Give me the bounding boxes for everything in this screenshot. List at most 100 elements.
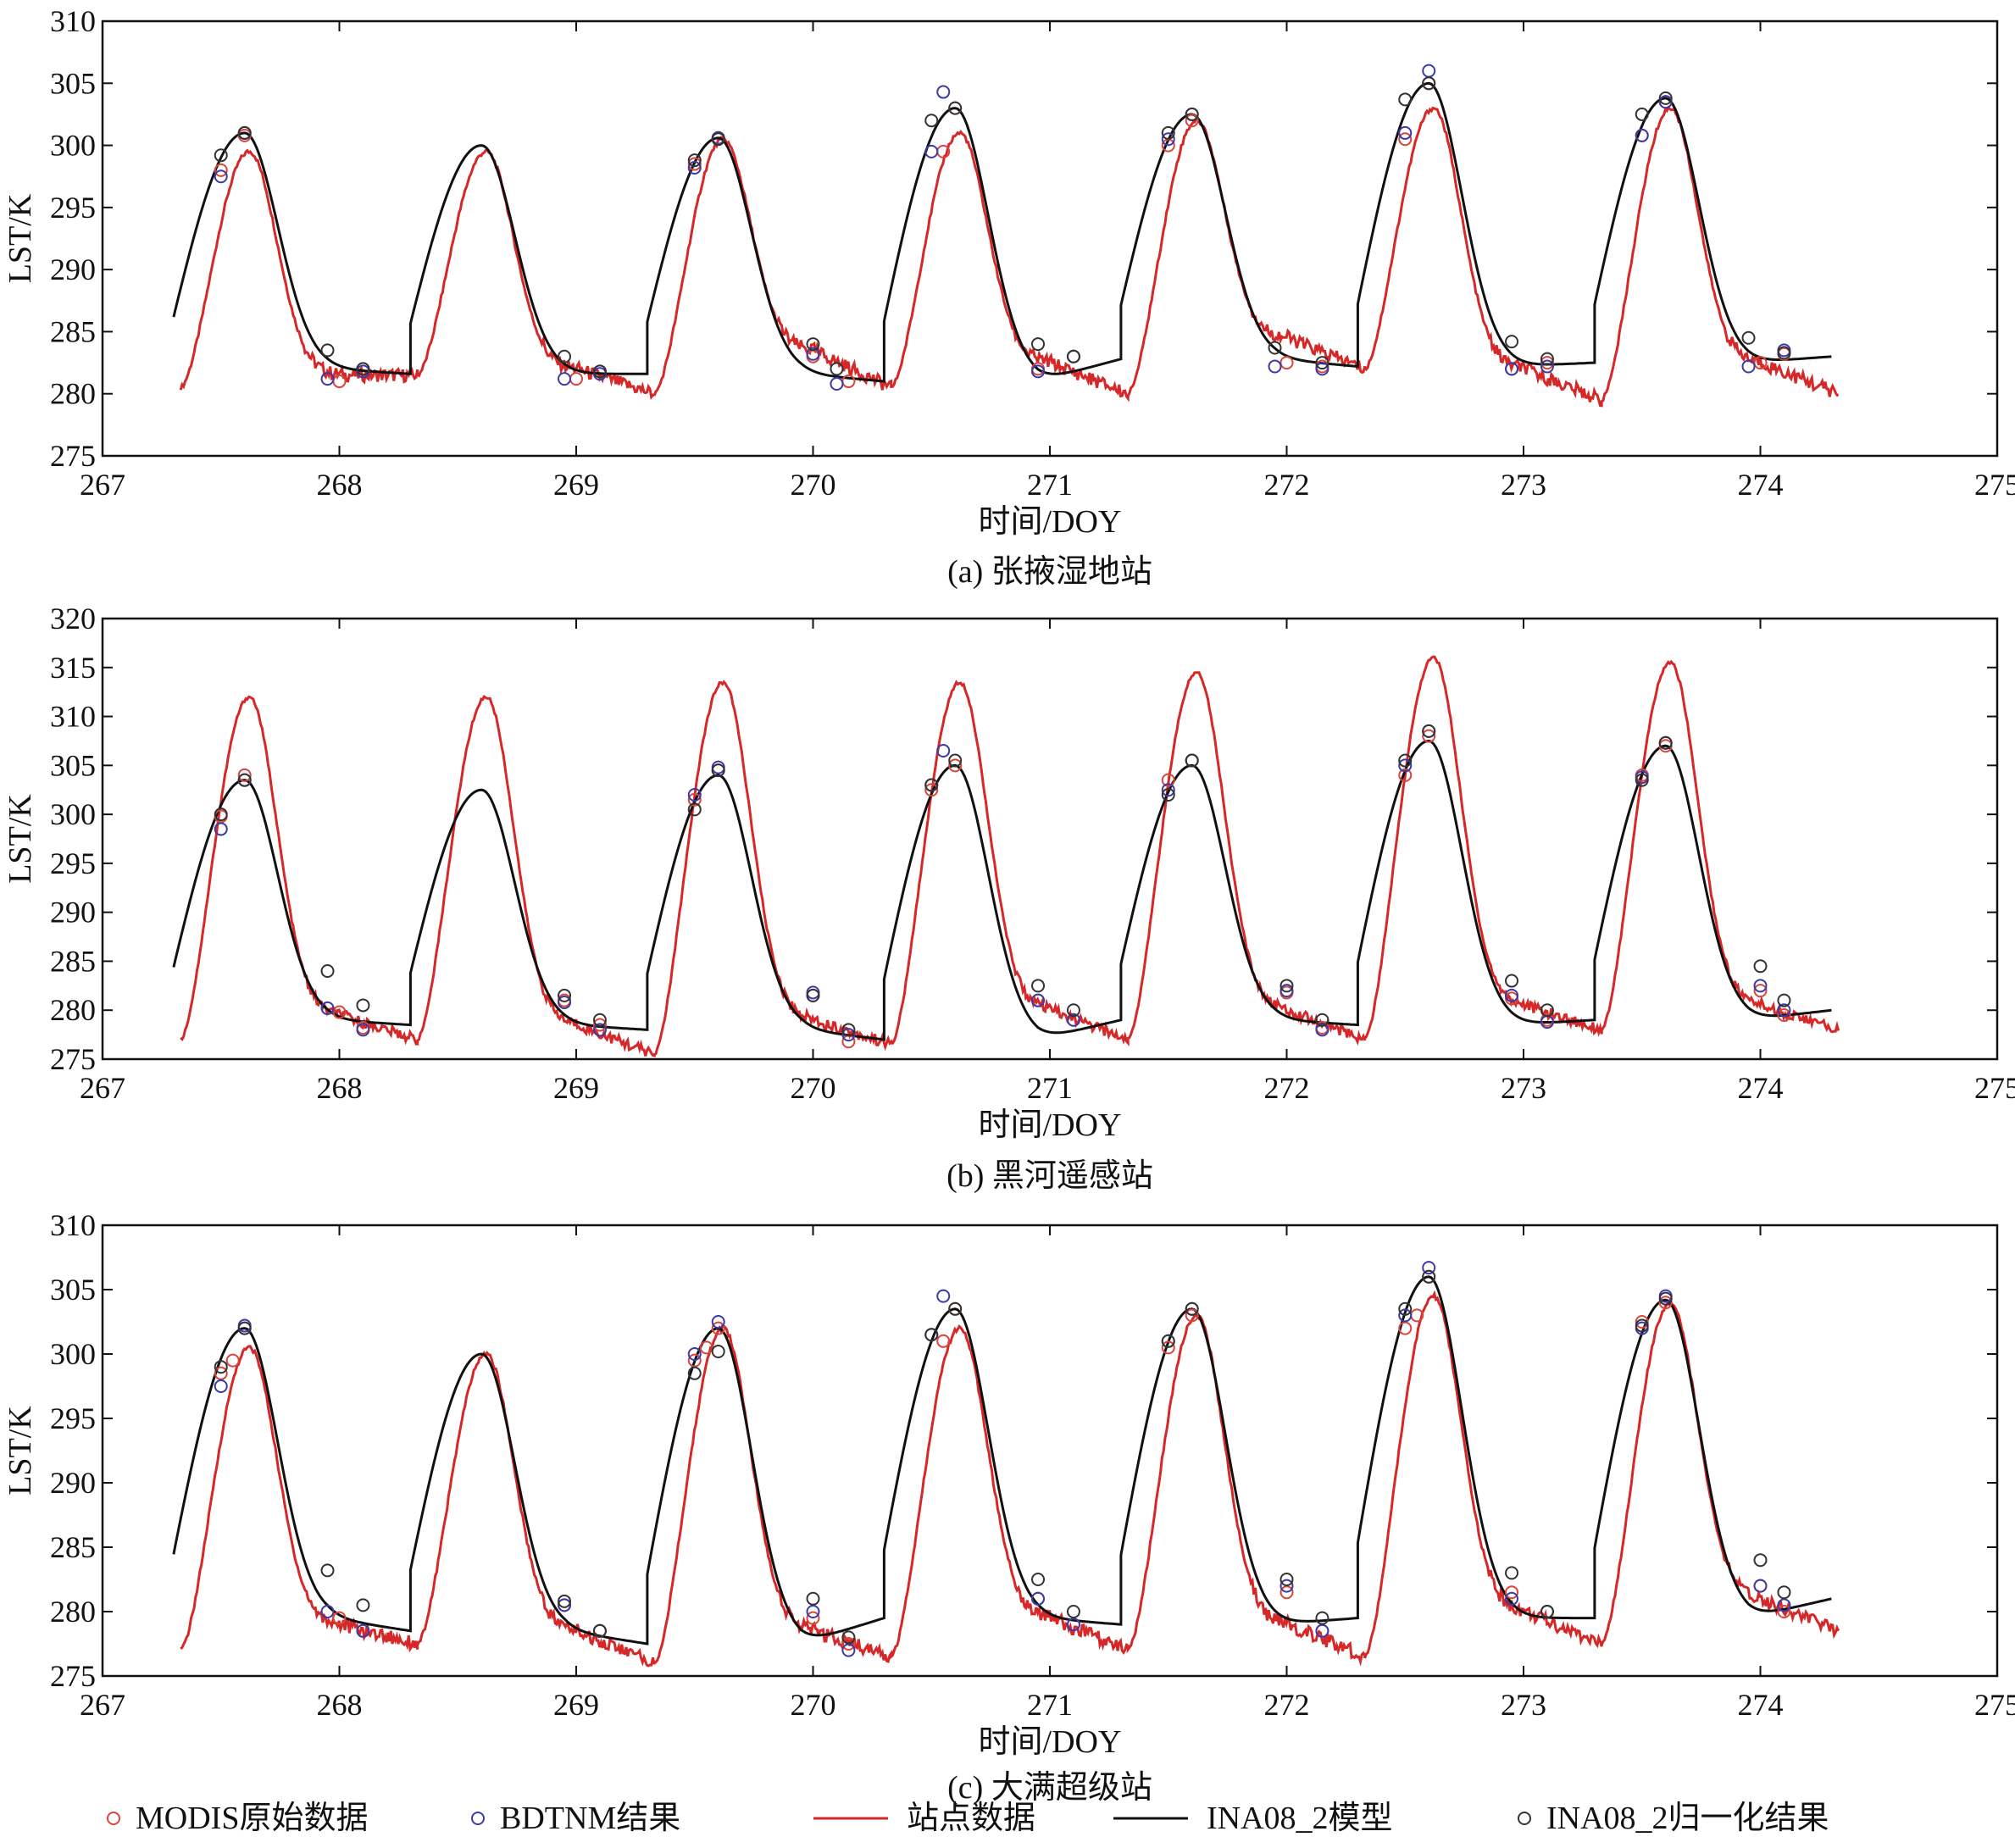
norm-point <box>592 364 607 379</box>
bdtnm-point <box>356 1623 370 1638</box>
norm-point <box>924 114 939 128</box>
bdtnm-point <box>1505 988 1519 1002</box>
bdtnm-point <box>1398 758 1413 773</box>
y-tick-label: 305 <box>50 66 96 100</box>
modis-point <box>1279 1585 1294 1600</box>
legend-station-label: 站点数据 <box>907 1801 1035 1836</box>
x-tick-label: 272 <box>1264 468 1310 502</box>
panel-3: 267 268 269 270 271 272 273 274 275 275 280 285 290 2… <box>3 1208 2015 1806</box>
norm-point <box>1066 1605 1080 1618</box>
bdtnm-point <box>214 822 228 836</box>
bdtnm-point <box>1161 783 1175 797</box>
y-axis-title: LST/K <box>3 193 38 283</box>
y-tick-label: 290 <box>50 896 96 930</box>
norm-point <box>806 988 820 1002</box>
y-axis-title: LST/K <box>3 1406 38 1496</box>
x-tick-label: 274 <box>1738 468 1784 502</box>
x-tick-label: 275 <box>1974 1071 2015 1105</box>
bdtnm-point <box>687 160 702 175</box>
legend-norm-label: INA08_2归一化结果 <box>1546 1801 1829 1836</box>
norm-point <box>1422 1269 1436 1284</box>
norm-point <box>356 998 370 1013</box>
norm-point <box>1658 91 1673 105</box>
norm-point <box>948 101 963 115</box>
legend-modis-marker <box>107 1812 120 1825</box>
norm-point <box>320 964 335 978</box>
modis-point <box>1161 1340 1175 1355</box>
y-tick-label: 290 <box>50 253 96 286</box>
modis-point <box>841 1035 856 1049</box>
modis-point <box>1777 1008 1791 1022</box>
norm-point <box>558 1594 572 1608</box>
x-tick-label: 267 <box>80 468 125 502</box>
y-tick-label: 320 <box>50 602 96 635</box>
modis-point <box>1185 114 1199 128</box>
norm-point <box>1066 1003 1080 1018</box>
modis-point <box>1753 984 1768 998</box>
x-tick-label: 273 <box>1501 1688 1546 1722</box>
norm-point <box>1268 341 1282 355</box>
norm-point <box>806 1591 820 1606</box>
norm-point <box>1279 979 1294 993</box>
legend-bdtnm-label: BDTNM结果 <box>500 1801 680 1836</box>
model-series-line <box>172 739 1832 1041</box>
bdtnm-point <box>1422 64 1436 78</box>
bdtnm-point <box>214 169 228 184</box>
bdtnm-point <box>687 1347 702 1361</box>
norm-point <box>558 988 572 1002</box>
norm-point <box>1540 1003 1554 1018</box>
x-tick-label: 268 <box>317 468 363 502</box>
norm-point <box>1505 1566 1519 1580</box>
bdtnm-point <box>1161 132 1175 147</box>
modis-point <box>1540 356 1554 370</box>
modis-point <box>237 768 252 782</box>
modis-point <box>214 1366 228 1380</box>
legend-norm-marker <box>1518 1812 1531 1825</box>
bdtnm-point <box>558 995 572 1009</box>
modis-point <box>936 1334 951 1348</box>
x-tick-label: 270 <box>791 1071 836 1105</box>
legend-modis-label: MODIS原始数据 <box>136 1801 368 1836</box>
y-tick-label: 295 <box>50 191 96 225</box>
bdtnm-point <box>1031 993 1046 1007</box>
norm-point <box>1031 337 1046 352</box>
modis-point <box>699 1340 713 1355</box>
bdtnm-point <box>1505 1591 1519 1606</box>
y-tick-label: 310 <box>50 1208 96 1242</box>
norm-point <box>711 763 725 778</box>
y-tick-label: 275 <box>50 1042 96 1076</box>
x-tick-label: 269 <box>553 1071 599 1105</box>
norm-point <box>356 1598 370 1612</box>
x-tick-label: 274 <box>1738 1688 1784 1722</box>
y-tick-label: 275 <box>50 1659 96 1693</box>
model-series-line <box>172 1275 1832 1645</box>
norm-point <box>1315 356 1329 370</box>
norm-point <box>1635 107 1649 121</box>
bdtnm-point <box>924 144 939 158</box>
y-tick-label: 300 <box>50 129 96 163</box>
y-tick-label: 310 <box>50 4 96 38</box>
y-tick-label: 285 <box>50 314 96 348</box>
y-tick-label: 275 <box>50 439 96 473</box>
bdtnm-point <box>936 85 951 99</box>
modis-point <box>1777 1605 1791 1618</box>
norm-point <box>1422 724 1436 738</box>
legend-model-label: INA08_2模型 <box>1207 1801 1393 1836</box>
norm-point <box>1658 1291 1673 1306</box>
model-series-line <box>172 81 1832 383</box>
bdtnm-point <box>1279 984 1294 998</box>
norm-point <box>356 362 370 376</box>
norm-point <box>1031 1573 1046 1586</box>
x-tick-label: 272 <box>1264 1688 1310 1722</box>
modis-point <box>225 1353 240 1368</box>
norm-point <box>214 148 228 163</box>
norm-point <box>948 753 963 768</box>
norm-point <box>237 1321 252 1335</box>
norm-point <box>711 1344 725 1358</box>
modis-point <box>948 758 963 773</box>
norm-point <box>841 1630 856 1645</box>
norm-point <box>237 125 252 140</box>
norm-point <box>558 349 572 363</box>
modis-point <box>332 375 347 389</box>
norm-point <box>1540 1605 1554 1618</box>
